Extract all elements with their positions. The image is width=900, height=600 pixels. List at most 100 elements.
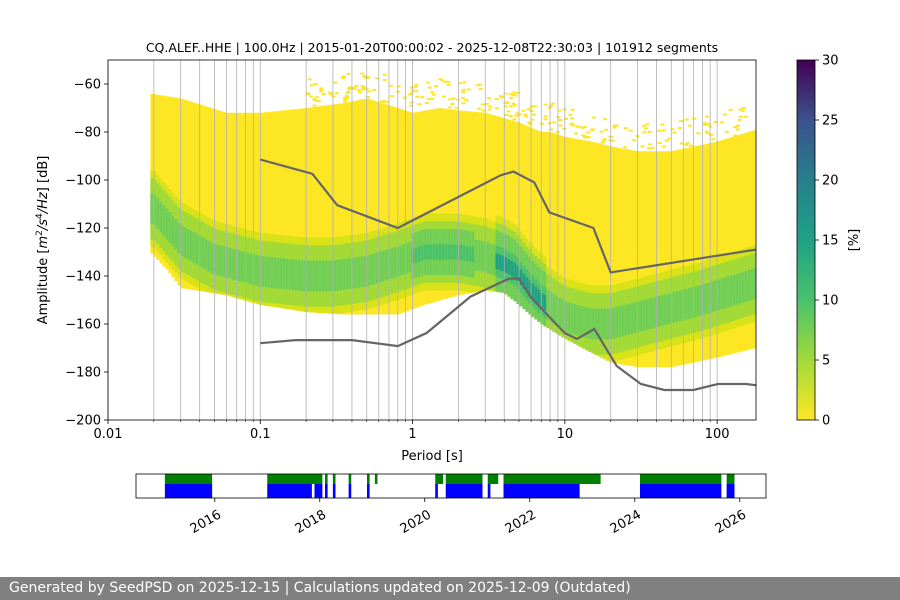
psd-speckle <box>417 103 422 106</box>
psd-speckle <box>512 91 517 94</box>
psd-speckle <box>431 93 436 96</box>
psd-strip-15 <box>195 103 199 291</box>
psd-speckle <box>736 128 741 131</box>
psd-speckle <box>623 127 628 130</box>
psd-strip-125 <box>525 125 529 312</box>
psd-speckle <box>372 88 377 91</box>
psd-strip-48 <box>294 109 298 311</box>
psd-speckle <box>667 137 672 140</box>
psd-speckle <box>549 128 554 131</box>
psd-strip-175 <box>675 150 679 367</box>
psd-speckle <box>539 122 544 125</box>
psd-speckle <box>563 117 568 120</box>
y-tick-label: −60 <box>74 78 101 93</box>
psd-speckle <box>703 123 708 126</box>
psd-speckle <box>529 110 534 113</box>
psd-speckle <box>334 92 339 95</box>
coverage-bar-bottom <box>487 484 491 498</box>
coverage-bar-bottom <box>435 484 438 498</box>
psd-speckle <box>689 144 694 147</box>
psd-strip-110 <box>480 112 484 291</box>
psd-speckle <box>402 96 407 99</box>
psd-speckle <box>508 93 513 96</box>
psd-strip-37 <box>261 112 265 306</box>
timeline-bars <box>164 474 735 498</box>
psd-strip-166 <box>648 151 652 368</box>
psd-strip-172 <box>666 151 670 368</box>
psd-strip-184 <box>702 144 706 361</box>
psd-strip-114 <box>492 115 496 292</box>
psd-speckle <box>306 93 311 96</box>
psd-speckle <box>458 82 463 85</box>
psd-strip-195 <box>735 135 739 353</box>
psd-speckle <box>642 131 647 134</box>
psd-speckle <box>360 85 365 88</box>
psd-speckle <box>575 125 580 128</box>
y-tick-label: −80 <box>74 126 101 141</box>
psd-speckle <box>450 102 455 105</box>
psd-strip-169 <box>657 151 661 368</box>
psd-strip-4 <box>162 95 166 267</box>
psd-speckle <box>591 116 596 119</box>
psd-speckle <box>672 131 677 134</box>
y-tick-label: −160 <box>65 318 101 333</box>
psd-strip-27 <box>231 112 235 298</box>
psd-speckle <box>582 125 587 128</box>
psd-speckle <box>558 124 563 127</box>
timeline-tick-label: 2026 <box>713 507 749 537</box>
psd-speckle <box>738 115 743 118</box>
psd-strip-3 <box>159 95 163 264</box>
psd-speckle <box>346 90 351 93</box>
colorbar-tick-label: 5 <box>822 354 830 369</box>
timeline-tick-label: 2018 <box>293 507 329 537</box>
psd-strip-23 <box>219 111 223 295</box>
coverage-bar-bottom <box>332 484 336 498</box>
psd-speckle <box>346 72 351 75</box>
psd-speckle <box>670 128 675 131</box>
psd-strip-198 <box>744 132 748 351</box>
psd-strip-116 <box>498 116 502 293</box>
psd-speckle <box>709 133 714 136</box>
psd-speckle <box>331 95 336 98</box>
psd-speckle <box>447 106 452 109</box>
timeline-tick-label: 2024 <box>608 507 644 537</box>
psd-strip-16 <box>198 104 202 292</box>
psd-speckle <box>735 124 740 127</box>
noise-model-curves <box>260 158 756 392</box>
psd-strip-158 <box>624 149 628 366</box>
psd-speckle <box>521 109 526 112</box>
psd-speckle <box>342 100 347 103</box>
psd-strip-164 <box>642 151 646 368</box>
coverage-bar-bottom <box>348 484 352 498</box>
psd-strip-133 <box>549 132 553 330</box>
psd-strip-120 <box>510 120 514 300</box>
psd-speckle <box>333 81 338 84</box>
psd-strip-135 <box>555 134 559 334</box>
psd-strip-80 <box>390 106 394 315</box>
psd-speckle <box>513 104 518 107</box>
psd-speckle <box>543 103 548 106</box>
psd-strip-138 <box>564 136 568 339</box>
colorbar-tick-label: 25 <box>822 114 839 129</box>
psd-strip-180 <box>690 146 694 363</box>
psd-speckle <box>661 145 666 148</box>
psd-speckle <box>427 86 432 89</box>
psd-strip-63 <box>339 103 343 315</box>
psd-speckle <box>705 132 710 135</box>
colorbar-tick-label: 0 <box>822 414 830 429</box>
psd-strip-146 <box>588 141 592 352</box>
psd-strip-22 <box>216 110 220 294</box>
psd-speckle <box>354 85 359 88</box>
psd-strip-6 <box>168 96 172 274</box>
psd-strip-58 <box>324 105 328 314</box>
coverage-bar-bottom <box>445 484 483 498</box>
psd-strip-161 <box>633 150 637 367</box>
psd-speckle <box>713 120 718 123</box>
psd-speckle <box>570 122 575 125</box>
psd-speckle <box>552 121 557 124</box>
psd-strip-95 <box>435 108 439 302</box>
psd-speckle <box>603 118 608 121</box>
psd-strip-171 <box>663 151 667 368</box>
psd-speckle <box>484 102 489 105</box>
psd-strip-69 <box>357 99 361 315</box>
